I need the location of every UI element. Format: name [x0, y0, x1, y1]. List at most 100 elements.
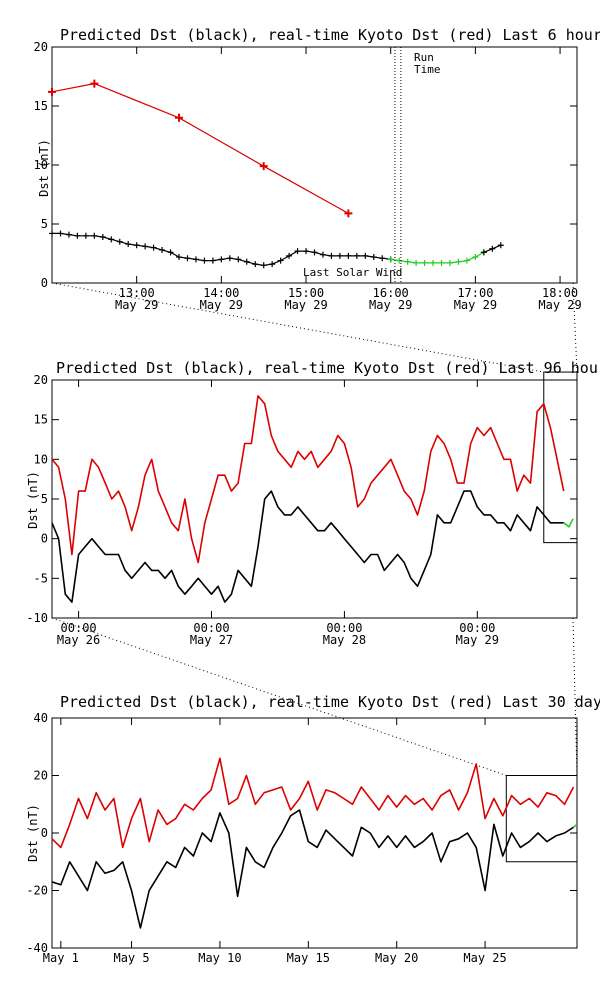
data-point [116, 238, 123, 245]
data-point [49, 230, 55, 237]
panel-title: Predicted Dst (black), real-time Kyoto D… [60, 693, 600, 711]
data-point [82, 232, 89, 239]
x-tick-label: 13:00 [119, 286, 155, 300]
data-point [57, 230, 64, 237]
zoom-box [505, 775, 578, 863]
data-point [489, 245, 496, 252]
y-tick-label: 0 [41, 276, 48, 290]
y-tick-label: 10 [34, 158, 48, 172]
x-tick-label: 14:00 [203, 286, 239, 300]
x-tick-label: 00:00 [459, 621, 495, 635]
x-tick-label: 18:00 [542, 286, 578, 300]
y-tick-label: -10 [26, 611, 48, 625]
y-tick-label: -20 [26, 884, 48, 898]
data-point [404, 258, 411, 265]
zoom-connector-left [51, 282, 544, 373]
data-point [455, 258, 462, 265]
panel-last-30-days: Predicted Dst (black), real-time Kyoto D… [26, 693, 600, 965]
y-axis-label: Dst (nT) [26, 804, 40, 862]
data-point [125, 241, 132, 248]
x-tick-label: 16:00 [373, 286, 409, 300]
series-line [51, 395, 565, 564]
x-tick-sublabel: May 26 [57, 633, 100, 647]
data-point [430, 259, 437, 266]
y-tick-label: 40 [34, 711, 48, 725]
plot-frame [51, 46, 578, 284]
data-point [446, 259, 453, 266]
plot-frame [51, 379, 578, 619]
data-point [90, 79, 99, 88]
last-solar-wind-label: Last Solar Wind [303, 266, 402, 279]
data-point [438, 259, 445, 266]
x-tick-label: May 15 [287, 951, 330, 965]
data-point [319, 251, 326, 258]
data-point [65, 231, 72, 238]
data-point [74, 232, 81, 239]
x-tick-label: May 1 [43, 951, 79, 965]
data-point [370, 254, 377, 261]
series-group [48, 47, 504, 283]
data-point [201, 257, 208, 264]
data-point [286, 252, 293, 259]
y-tick-label: 0 [41, 826, 48, 840]
x-tick-label: May 20 [375, 951, 418, 965]
data-point [235, 256, 242, 263]
y-tick-label: 5 [41, 217, 48, 231]
x-tick-sublabel: May 29 [538, 298, 581, 312]
data-point [294, 248, 301, 255]
y-tick-label: -40 [26, 941, 48, 955]
data-point [277, 257, 284, 264]
data-point [413, 259, 420, 266]
panel-last-6-hours: Predicted Dst (black), real-time Kyoto D… [34, 26, 600, 312]
zoom-connectors [51, 282, 578, 776]
y-axis-label: Dst (nT) [37, 139, 51, 197]
data-point [497, 242, 504, 249]
x-tick-label: May 10 [198, 951, 241, 965]
y-tick-label: 15 [34, 99, 48, 113]
data-point [48, 87, 56, 96]
data-point [192, 256, 199, 263]
data-point [167, 249, 174, 256]
series-group [51, 371, 578, 603]
data-point [108, 236, 115, 243]
data-point [311, 249, 318, 256]
y-tick-label: 10 [34, 452, 48, 466]
x-tick-sublabel: May 29 [284, 298, 327, 312]
data-point [463, 257, 470, 264]
data-point [480, 249, 487, 256]
data-point [184, 255, 191, 262]
data-point [218, 256, 225, 263]
x-tick-label: 00:00 [61, 621, 97, 635]
x-tick-sublabel: May 28 [323, 633, 366, 647]
data-point [387, 256, 394, 263]
data-point [269, 261, 276, 268]
series-line [572, 823, 578, 828]
y-tick-label: 20 [34, 40, 48, 54]
y-tick-label: 20 [34, 373, 48, 387]
data-point [150, 244, 157, 251]
y-tick-label: 0 [41, 532, 48, 546]
x-tick-label: 00:00 [193, 621, 229, 635]
data-point [252, 261, 259, 268]
series-line [51, 490, 564, 603]
data-point [336, 252, 343, 259]
x-tick-label: 15:00 [288, 286, 324, 300]
data-point [91, 232, 98, 239]
panel-last-96-hours: Predicted Dst (black), real-time Kyoto D… [26, 359, 600, 647]
y-tick-label: -5 [34, 571, 48, 585]
x-tick-label: May 5 [113, 951, 149, 965]
data-point [159, 246, 166, 253]
data-point [353, 252, 360, 259]
y-axis-label: Dst (nT) [26, 471, 40, 529]
data-point [133, 242, 140, 249]
x-tick-sublabel: May 29 [200, 298, 243, 312]
data-point [260, 262, 267, 269]
x-tick-label: 17:00 [457, 286, 493, 300]
y-tick-label: 15 [34, 413, 48, 427]
data-point [421, 259, 428, 266]
data-point [99, 233, 106, 240]
data-point [472, 254, 479, 261]
x-tick-sublabel: May 27 [190, 633, 233, 647]
